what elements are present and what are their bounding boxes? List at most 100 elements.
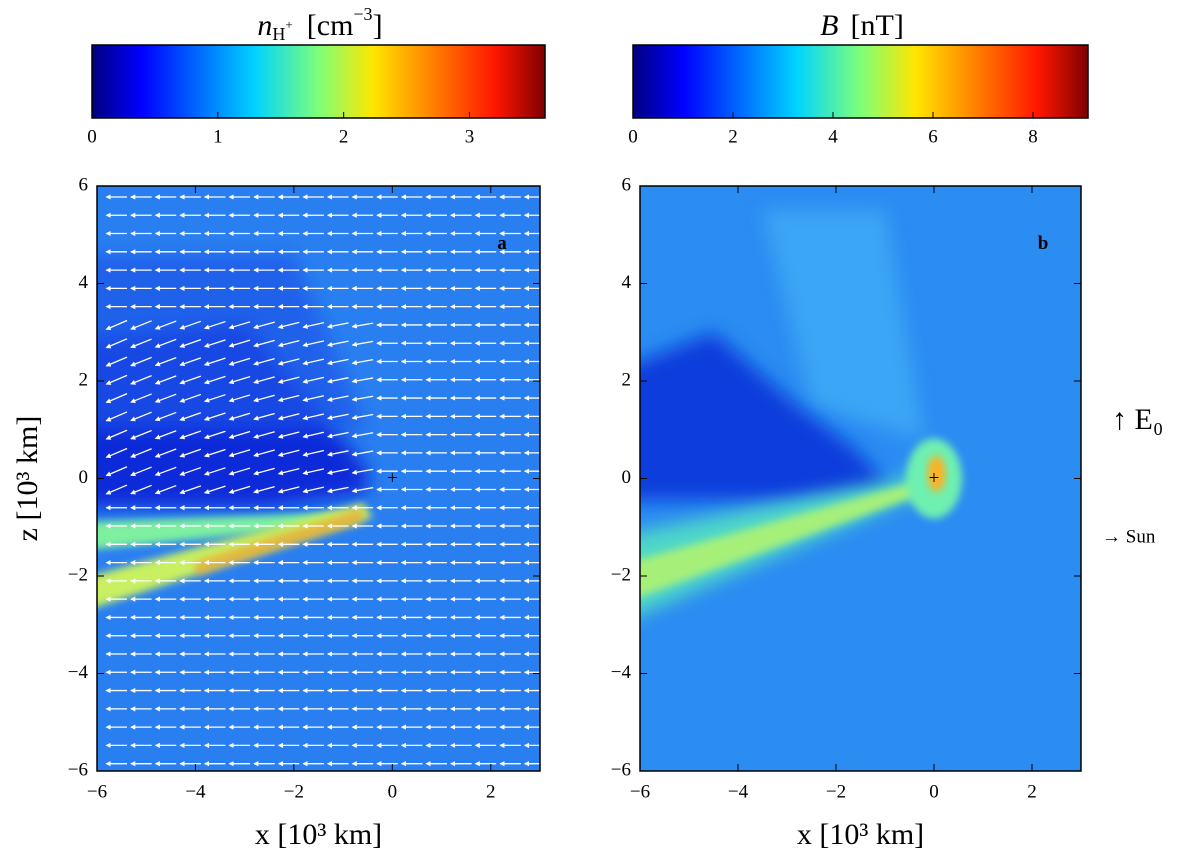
flow-vector [203,357,226,367]
flow-vector [105,447,128,459]
flow-vector [302,340,325,348]
x-tick-label: −2 [284,781,304,802]
flow-vector [302,431,325,439]
flow-vector [327,358,349,366]
flow-vector [179,357,202,367]
origin-marker: + [387,468,398,489]
flow-vector [253,485,275,494]
flow-vector [253,358,275,366]
colorbar-tick-label: 4 [828,126,838,147]
flow-vector [130,429,152,440]
colorbar-label: nH+ [cm−3] [257,4,382,44]
colorbar-tick-label: 2 [728,126,738,147]
flow-vector [179,448,202,458]
flow-vector [105,466,128,477]
flow-vector [203,467,226,476]
flow-vector [130,484,152,495]
flow-vector [302,468,325,476]
flow-vector [105,393,128,404]
label-part: −3 [353,4,372,24]
colorbar-tick-label: 8 [1028,126,1038,147]
y-tick-label: 4 [79,272,89,293]
flow-vector [277,413,300,421]
flow-vector [302,486,325,494]
flow-vector [228,357,251,366]
flow-vector [327,340,349,348]
flow-vector [130,448,152,458]
y-tick-label: −2 [68,564,88,585]
y-tick-label: 2 [622,369,632,390]
heatmap-region [640,480,925,597]
colorbar [632,44,1089,119]
flow-vector [351,359,374,366]
flow-vector [277,449,300,457]
flow-vector [179,430,202,440]
label-part: + [285,17,292,32]
flow-vector [277,431,300,439]
flow-vector [302,395,325,402]
label-part: B [820,9,838,42]
y-tick-label: 2 [79,369,89,390]
colorbar-tick-label: 6 [928,126,938,147]
flow-vector [154,357,177,367]
heatmap-region [640,332,895,501]
flow-vector [154,484,177,495]
flow-vector [277,358,300,366]
flow-vector [327,413,349,421]
flow-vector [105,484,128,495]
heatmap [97,186,540,771]
flow-vector [351,413,374,420]
flow-vector [179,466,202,476]
colorbar-tick-label: 0 [87,126,97,147]
flow-vector [253,339,275,348]
label-part: H [272,24,285,44]
flow-vector [105,356,128,367]
flow-vector [203,430,226,440]
y-tick-label: 0 [79,467,89,488]
heatmap-region [762,210,925,440]
flow-vector [154,375,177,385]
flow-vector [228,321,251,330]
flow-vector [228,430,251,439]
flow-vector [154,411,177,422]
label-part: [nT [851,9,894,42]
flow-vector [351,322,374,329]
flow-vector [105,429,128,440]
y-tick-label: 0 [622,467,632,488]
flow-vector [130,356,152,367]
x-tick-label: −4 [185,781,206,802]
flow-vector [351,486,374,494]
x-axis-label: x [10³ km] [255,818,382,851]
colorbar [91,44,546,119]
flow-vector [179,485,202,495]
x-tick-label: 0 [388,781,398,802]
x-tick-label: 0 [929,781,939,802]
flow-vector [179,338,202,348]
flow-vector [351,395,374,402]
flow-vector [203,412,226,421]
y-axis-label: z [10³ km] [11,416,44,542]
heatmap-region [927,455,946,492]
flow-vector [327,468,349,475]
y-tick-label: −6 [611,759,631,780]
flow-vector [327,377,349,384]
flow-vector [130,466,152,477]
flow-vector [253,321,275,330]
flow-vector [130,338,152,349]
label-part: n [257,9,272,42]
flow-vector [277,486,300,494]
label-part: [cm [307,9,354,42]
y-tick-label: 6 [622,174,632,195]
x-tick-label: 2 [1027,781,1037,802]
flow-vector [130,320,152,330]
flow-vector [228,376,251,385]
x-tick-label: 2 [486,781,496,802]
flow-vector [302,321,325,329]
flow-vector [351,432,374,439]
flow-vector [130,393,152,404]
flow-vector [302,358,325,366]
flow-vector [327,322,349,329]
flow-vector [228,485,251,494]
flow-vector [203,339,226,348]
